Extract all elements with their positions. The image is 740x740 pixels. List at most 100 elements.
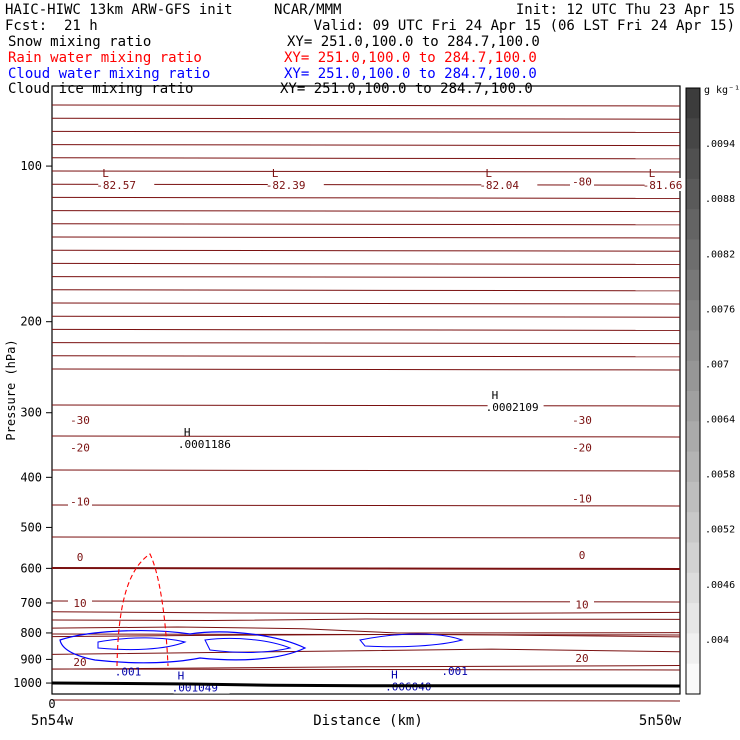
isotherm-line <box>51 404 681 407</box>
legend-cloudice-name: Cloud ice mixing ratio <box>8 81 193 97</box>
isotherm-label: -10 <box>70 495 90 508</box>
isotherm-label: -80 <box>572 175 592 188</box>
extremum-symbol: L <box>102 167 109 180</box>
isotherm-line <box>51 196 681 199</box>
label-mask <box>68 549 92 563</box>
colorbar-label: .004 <box>705 635 729 646</box>
legend-snow-xy: XY= 251.0,100.0 to 284.7,100.0 <box>287 34 540 50</box>
colorbar-label: .0052 <box>705 525 735 536</box>
terrain-line <box>51 681 681 688</box>
extremum-value: -82.39 <box>266 179 306 192</box>
center-title: NCAR/MMM <box>274 2 341 18</box>
colorbar-swatch <box>686 118 700 150</box>
legend-cloudwater-name: Cloud water mixing ratio <box>8 66 210 82</box>
isotherm-line <box>51 435 681 438</box>
colorbar-swatch <box>686 148 700 180</box>
rain-water-contours <box>116 553 169 667</box>
legend-rain-xy: XY= 251.0,100.0 to 284.7,100.0 <box>284 50 537 66</box>
init-time: Init: 12 UTC Thu 23 Apr 15 <box>516 2 735 18</box>
isotherm-label: -20 <box>572 441 592 454</box>
label-mask <box>570 547 594 561</box>
extremum-symbol: L <box>485 167 492 180</box>
isotherm-line <box>51 289 681 292</box>
plot-frame <box>51 85 681 695</box>
isotherm-line <box>51 170 681 173</box>
isotherm-line <box>51 130 681 133</box>
label-mask <box>570 491 594 505</box>
isotherm-line <box>51 342 681 345</box>
colorbar-swatch <box>686 239 700 271</box>
colorbar-label: .0094 <box>705 139 735 150</box>
isotherm-line <box>51 249 681 252</box>
isotherm-line <box>51 157 681 160</box>
legend-cloudwater-xy: XY= 251.0,100.0 to 284.7,100.0 <box>284 66 537 82</box>
y-tick-label: 1000 <box>13 676 42 690</box>
colorbar-frame <box>685 87 701 695</box>
colorbar-swatch <box>686 512 700 543</box>
colorbar-swatch <box>686 451 700 483</box>
isotherm-line <box>51 355 681 358</box>
isotherm-line <box>51 315 681 318</box>
isotherm-line <box>51 262 681 265</box>
label-mask <box>481 178 538 192</box>
colorbar-swatch <box>686 360 700 392</box>
y-tick-label: 200 <box>20 315 42 329</box>
temperature-contours <box>51 104 681 702</box>
isotherm-line <box>51 633 681 638</box>
colorbar-swatch <box>686 300 700 331</box>
isotherm-label: 20 <box>73 656 86 669</box>
y-tick-label: 500 <box>20 520 42 534</box>
label-mask <box>68 494 92 508</box>
isotherm-line <box>51 302 681 305</box>
colorbar-label: .0046 <box>705 580 735 591</box>
isotherm-label: 0 <box>579 549 586 562</box>
extremum-symbol: H <box>178 670 185 683</box>
label-mask <box>570 413 594 427</box>
label-mask <box>267 178 324 192</box>
isotherm-line <box>51 210 681 213</box>
cloud-water-contour <box>97 637 187 651</box>
y-tick-label: 800 <box>20 626 42 640</box>
isotherm-line <box>51 117 681 120</box>
isotherm-line <box>51 699 681 702</box>
colorbar-swatch <box>686 481 700 513</box>
cloud-water-contour <box>59 630 307 664</box>
x-tick-0: 0 <box>48 697 55 711</box>
extremum-value: -81.66 <box>643 179 683 192</box>
isotherm-line <box>51 618 681 622</box>
y-tick-label: 400 <box>20 470 42 484</box>
y-axis-label: Pressure (hPa) <box>4 339 18 440</box>
colorbar-swatch <box>686 391 700 422</box>
isotherm-label: -30 <box>70 414 90 427</box>
isotherm-line <box>51 504 681 507</box>
isotherm-label: 10 <box>575 599 588 612</box>
extremum-symbol: H <box>184 426 191 439</box>
colorbar-swatch <box>686 269 700 301</box>
isotherm-label: 0 <box>77 551 84 564</box>
colorbar-swatch <box>686 330 700 362</box>
cloud-water-labels: .001 .001 <box>115 665 468 679</box>
colorbar-swatch <box>686 421 700 453</box>
legend-snow-name: Snow mixing ratio <box>8 34 151 50</box>
colorbar-label: .0076 <box>705 304 735 315</box>
cloud-water-label: .001 <box>115 666 142 679</box>
isotherm-label: -20 <box>70 441 90 454</box>
colorbar-label: .0064 <box>705 415 735 426</box>
extremum-symbol: H <box>492 389 499 402</box>
isotherm-line <box>51 668 681 671</box>
isotherm-line <box>51 276 681 279</box>
isotherm-label: 20 <box>575 652 588 665</box>
extremum-value: .0001186 <box>178 438 231 451</box>
isotherm-labels: -30 -20 -10 0 10 20 -80 -30 -20 -10 0 10 20 <box>68 174 594 669</box>
y-tick-label: 100 <box>20 159 42 173</box>
isotherm-line <box>51 469 681 472</box>
fcst-value: 21 h <box>64 18 98 34</box>
isotherm-label: -10 <box>572 493 592 506</box>
isotherm-line <box>51 665 681 670</box>
isotherm-line <box>51 648 681 655</box>
isotherm-label: -30 <box>572 414 592 427</box>
colorbar-swatch <box>686 88 700 119</box>
colorbar-swatch <box>686 633 700 665</box>
label-mask <box>570 651 594 665</box>
